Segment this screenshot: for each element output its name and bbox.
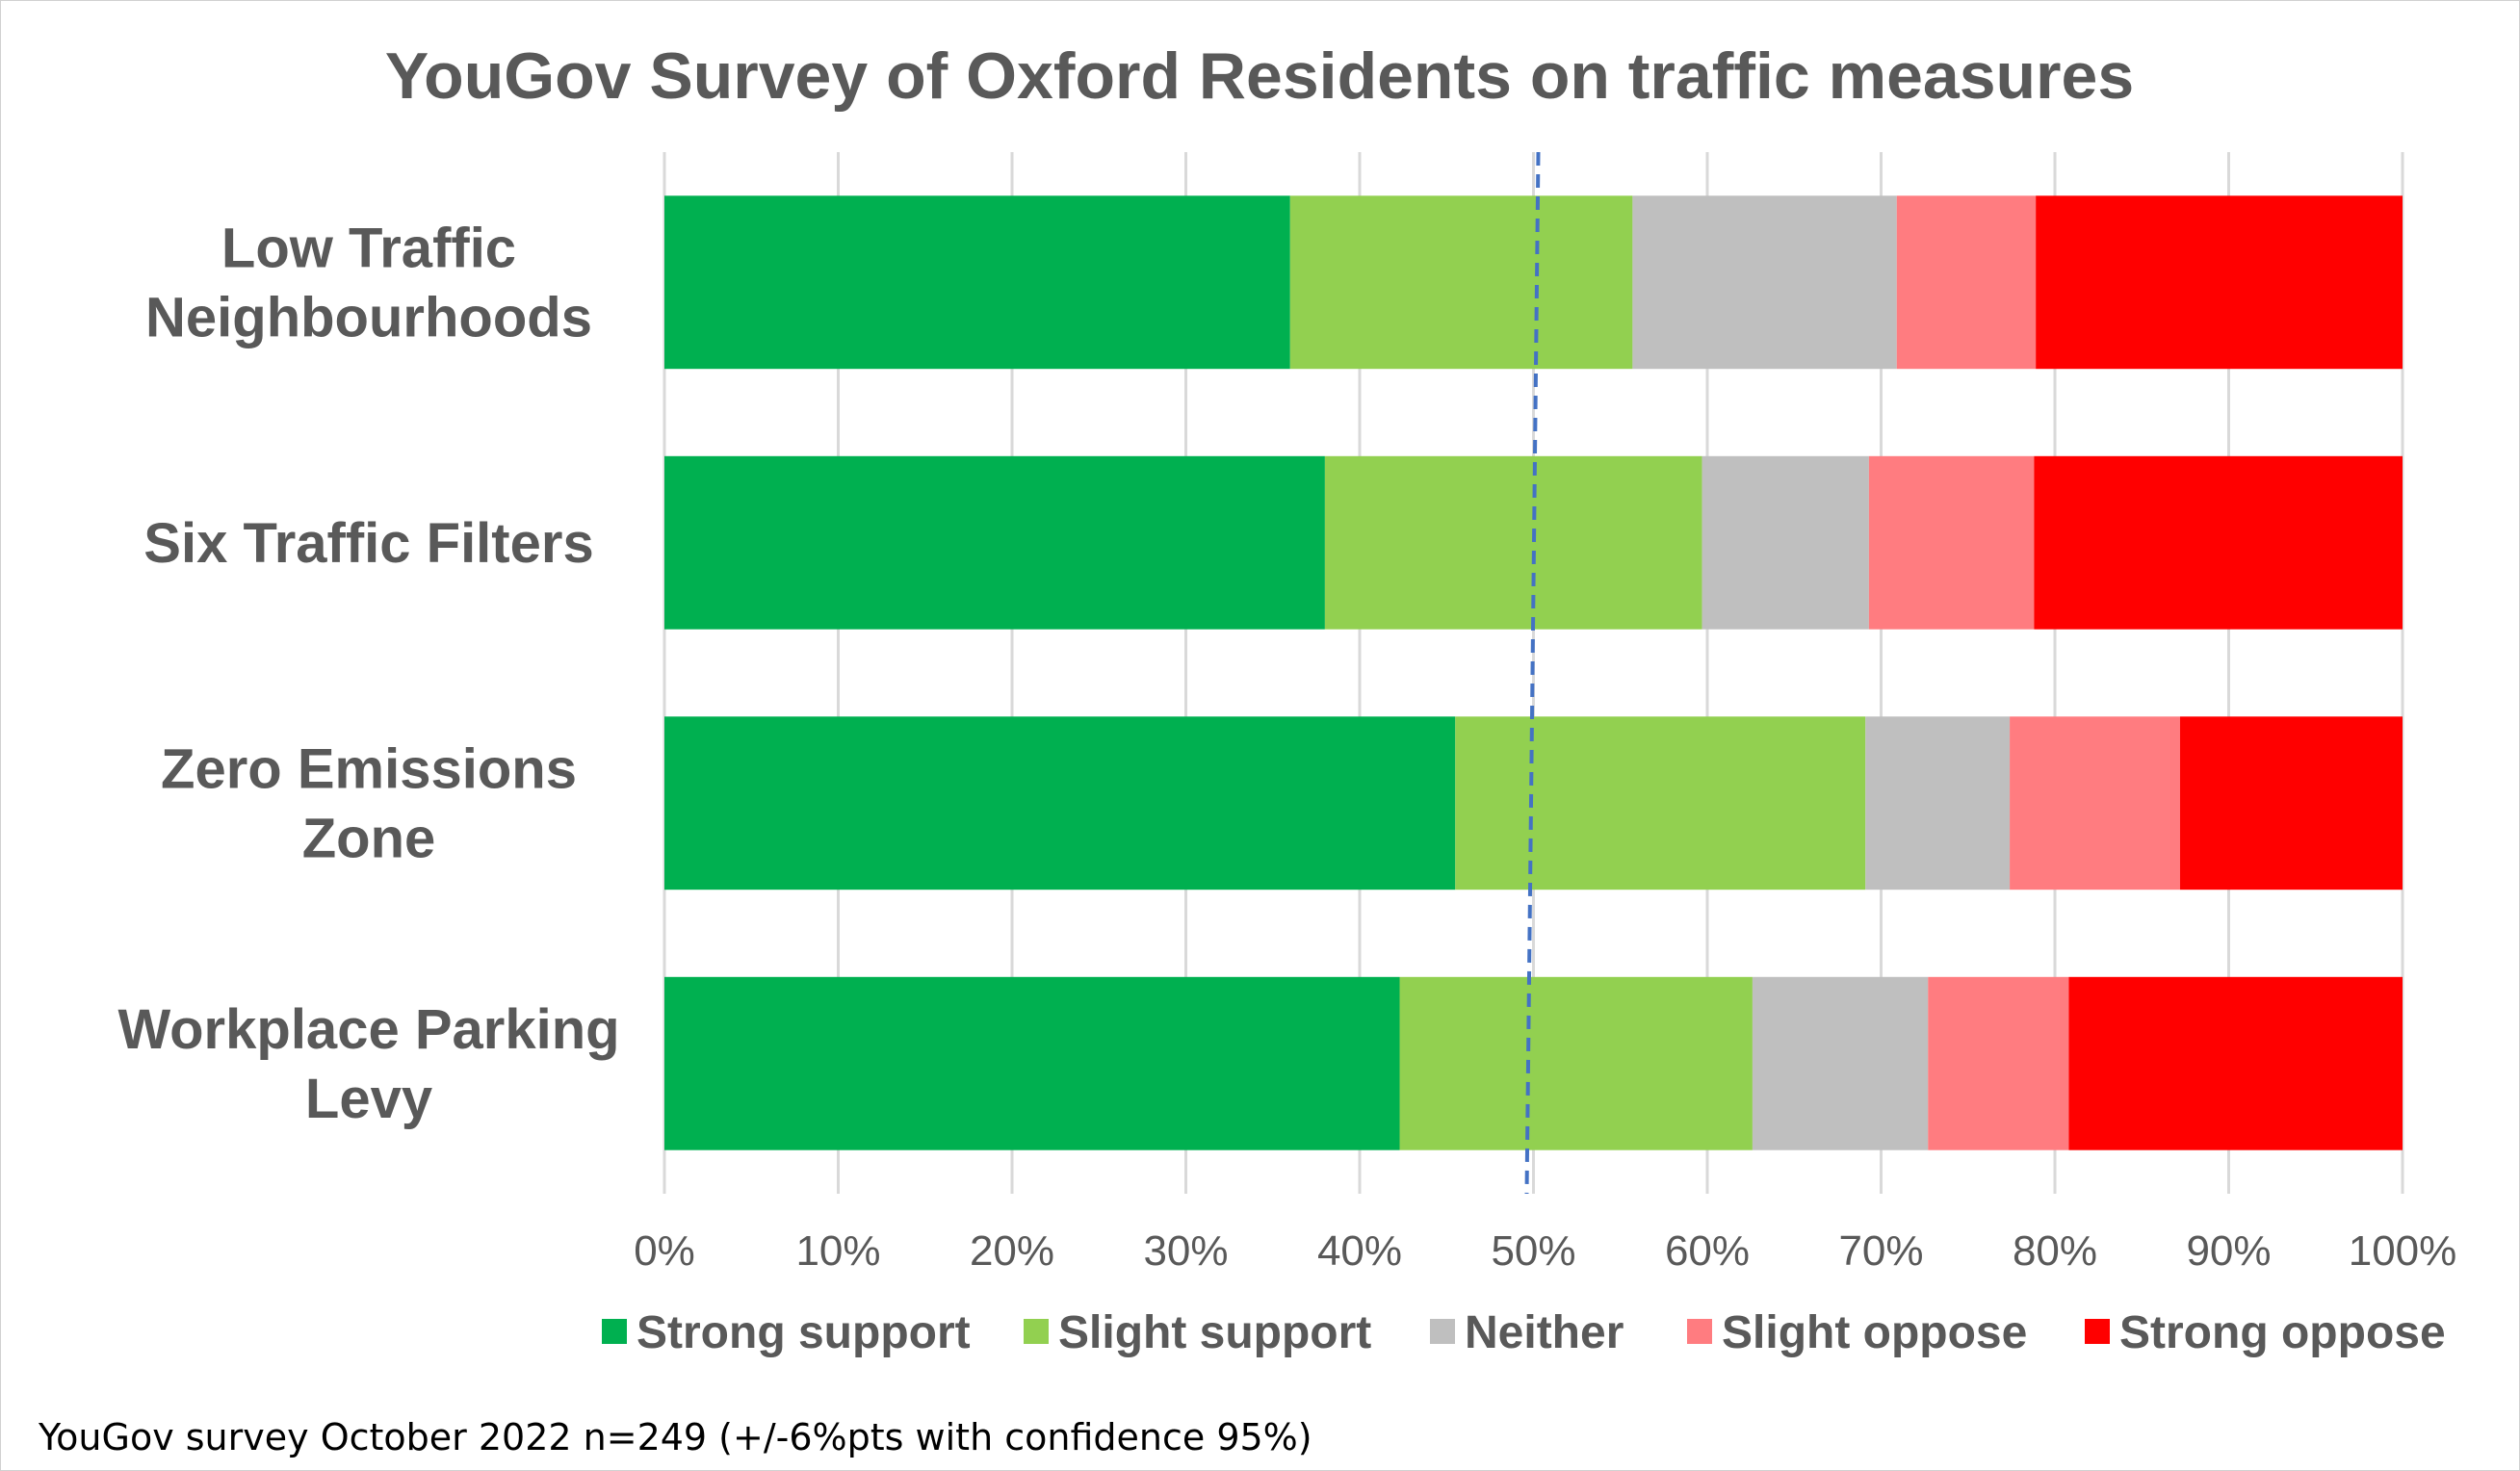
category-label-line: Six Traffic Filters	[143, 512, 593, 575]
x-tick-label-2: 20%	[970, 1227, 1054, 1275]
bars	[664, 195, 2403, 1150]
reference-line-group	[1524, 151, 1541, 1195]
legend-label-3: Slight oppose	[1722, 1307, 2027, 1358]
x-tick-label-6: 60%	[1665, 1227, 1750, 1275]
bar-1-strong-oppose	[2034, 455, 2403, 630]
legend-swatch-1	[1024, 1319, 1049, 1344]
chart-title: YouGov Survey of Oxford Residents on tra…	[385, 39, 2134, 113]
legend-label-1: Slight support	[1058, 1307, 1371, 1358]
bar-3-slight-support	[1399, 976, 1753, 1150]
bar-0-neither	[1632, 195, 1897, 370]
category-label-line: Levy	[305, 1068, 432, 1130]
x-axis-ticks: 0% 10% 20% 30% 40% 50% 60% 70% 80% 90% 100%	[634, 1227, 2456, 1275]
x-tick-label-1: 10%	[795, 1227, 880, 1275]
bar-2-slight-oppose	[2010, 716, 2180, 890]
category-label-line: Low Traffic	[221, 217, 516, 279]
bar-1-slight-oppose	[1868, 455, 2035, 630]
x-tick-label-5: 50%	[1491, 1227, 1575, 1275]
legend-label-0: Strong support	[636, 1307, 971, 1358]
category-label-line: Neighbourhoods	[145, 286, 592, 348]
legend-swatch-4	[2085, 1319, 2110, 1344]
legend-swatch-3	[1687, 1319, 1712, 1344]
legend-swatch-0	[602, 1319, 627, 1344]
category-label-0: Low Traffic Neighbourhoods	[145, 217, 592, 348]
category-labels: Low Traffic Neighbourhoods Six Traffic Fil…	[117, 217, 619, 1130]
footnote: YouGov survey October 2022 n=249 (+/-6%p…	[38, 1416, 1312, 1458]
x-tick-label-3: 30%	[1143, 1227, 1228, 1275]
category-label-3: Workplace Parking Levy	[117, 998, 619, 1130]
bar-3-strong-support	[664, 976, 1400, 1150]
x-tick-label-9: 90%	[2186, 1227, 2271, 1275]
category-label-1: Six Traffic Filters	[143, 512, 593, 575]
bar-2-strong-oppose	[2179, 716, 2403, 890]
x-tick-label-0: 0%	[634, 1227, 695, 1275]
bar-2-neither	[1865, 716, 2011, 890]
x-tick-label-8: 80%	[2013, 1227, 2097, 1275]
category-label-line: Zone	[302, 807, 436, 869]
legend-label-4: Strong oppose	[2119, 1307, 2446, 1358]
reference-line-50	[1524, 151, 1541, 1195]
legend-swatch-2	[1430, 1319, 1455, 1344]
bar-2-strong-support	[664, 716, 1456, 890]
legend-label-2: Neither	[1465, 1307, 1624, 1358]
bar-2-slight-support	[1455, 716, 1866, 890]
x-tick-label-4: 40%	[1317, 1227, 1402, 1275]
legend: Strong support Slight support Neither Sligh…	[602, 1307, 2446, 1358]
x-tick-label-7: 70%	[1838, 1227, 1923, 1275]
bar-3-strong-oppose	[2068, 976, 2403, 1150]
bar-1-neither	[1702, 455, 1869, 630]
category-label-line: Workplace Parking	[117, 998, 619, 1061]
bar-0-strong-support	[664, 195, 1290, 370]
bar-0-slight-support	[1289, 195, 1633, 370]
x-tick-label-10: 100%	[2349, 1227, 2457, 1275]
bar-0-slight-oppose	[1896, 195, 2037, 370]
category-label-line: Zero Emissions	[161, 737, 577, 800]
bar-0-strong-oppose	[2036, 195, 2403, 370]
bar-3-slight-oppose	[1928, 976, 2069, 1150]
bar-1-slight-support	[1324, 455, 1702, 630]
bar-3-neither	[1752, 976, 1929, 1150]
category-label-2: Zero Emissions Zone	[161, 737, 577, 869]
bar-1-strong-support	[664, 455, 1325, 630]
